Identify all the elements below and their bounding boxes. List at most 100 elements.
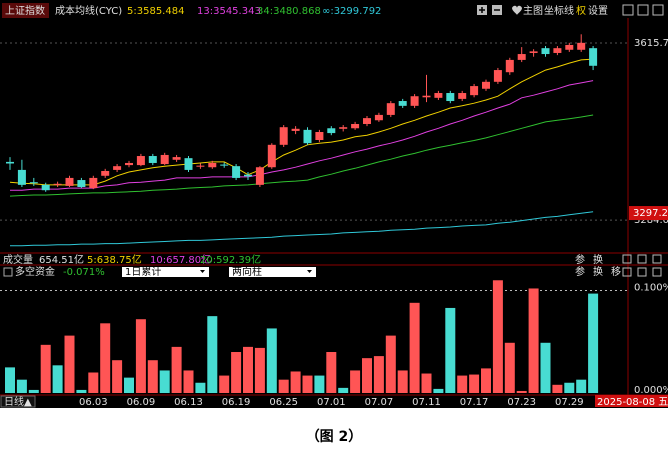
bar bbox=[302, 375, 313, 393]
panel-button[interactable]: 换 bbox=[593, 253, 603, 266]
bar bbox=[588, 293, 599, 393]
x-tick-label: 07.29 bbox=[555, 397, 584, 408]
period-box[interactable] bbox=[0, 395, 36, 408]
candle-body bbox=[303, 129, 312, 144]
bar bbox=[481, 368, 491, 393]
indicator-title: 成本均线(CYC) bbox=[55, 4, 122, 17]
candle-body bbox=[196, 165, 205, 167]
candle-body bbox=[232, 166, 241, 178]
bar bbox=[564, 382, 575, 393]
x-tick-label: 06.13 bbox=[174, 397, 203, 408]
panel-window-buttons bbox=[622, 254, 662, 277]
period-label[interactable]: 日线▲ bbox=[4, 395, 32, 408]
volume-ma: 5:638.75亿 bbox=[87, 253, 142, 266]
bar bbox=[421, 373, 432, 393]
candle-body bbox=[505, 59, 514, 73]
candle-body bbox=[541, 48, 550, 55]
candle-body bbox=[291, 128, 300, 131]
bar bbox=[278, 379, 289, 393]
ma-line bbox=[9, 58, 594, 186]
candle-body bbox=[577, 42, 586, 50]
bar bbox=[231, 352, 242, 393]
bar bbox=[16, 379, 27, 393]
zoom-out[interactable] bbox=[492, 5, 502, 15]
price-marker-box bbox=[629, 206, 668, 221]
panel-button[interactable]: 移 bbox=[611, 265, 621, 278]
bar bbox=[504, 342, 515, 393]
candle-body bbox=[589, 48, 598, 66]
bar bbox=[159, 370, 170, 393]
bar bbox=[52, 365, 63, 393]
fund-value: -0.071% bbox=[63, 267, 105, 278]
candle-body bbox=[386, 103, 395, 115]
panel-button[interactable]: 换 bbox=[593, 265, 603, 278]
candle-body bbox=[220, 164, 229, 166]
x-tick-label: 07.07 bbox=[365, 397, 394, 408]
legend-entry: 5:3585.484 bbox=[127, 6, 184, 17]
symbol[interactable]: 上证指数 bbox=[5, 4, 45, 17]
favorite[interactable] bbox=[512, 5, 522, 15]
x-tick-label: 07.11 bbox=[412, 397, 441, 408]
candle-body bbox=[363, 118, 371, 124]
bar bbox=[135, 319, 146, 393]
toolbar-button[interactable]: 坐标线 bbox=[544, 4, 574, 17]
volume-value: 654.51亿 bbox=[39, 253, 84, 266]
toolbar-button[interactable]: 权 bbox=[576, 4, 586, 17]
dropdown[interactable] bbox=[229, 267, 316, 277]
x-tick-label: 06.09 bbox=[127, 397, 156, 408]
candle-body bbox=[89, 177, 98, 189]
panel-button[interactable]: 参 bbox=[575, 265, 585, 278]
bar bbox=[207, 316, 218, 393]
dropdown-text[interactable]: 两向柱 bbox=[232, 265, 262, 278]
bar bbox=[219, 375, 230, 393]
bar bbox=[362, 358, 372, 393]
legend-entry: ∞:3299.792 bbox=[322, 6, 381, 17]
x-tick-label: 07.23 bbox=[507, 397, 536, 408]
bar bbox=[112, 360, 123, 393]
legend-entry: 13:3545.343 bbox=[197, 6, 261, 17]
bar bbox=[576, 379, 587, 393]
bar bbox=[338, 387, 349, 393]
panel-button[interactable]: 参 bbox=[575, 253, 585, 266]
bar bbox=[147, 360, 158, 393]
bar bbox=[266, 328, 277, 393]
candle-body bbox=[482, 81, 490, 89]
x-tick-label: 07.01 bbox=[317, 397, 346, 408]
candle-body bbox=[374, 114, 383, 121]
candle-body bbox=[565, 44, 574, 50]
y-tick-label: 3615.7 bbox=[634, 38, 668, 49]
toolbar-button[interactable]: 主图 bbox=[523, 5, 543, 17]
bar bbox=[397, 370, 408, 393]
bar bbox=[195, 382, 206, 393]
ma-line bbox=[9, 114, 594, 197]
candle-body bbox=[208, 162, 217, 168]
bar bbox=[492, 280, 503, 393]
bar bbox=[433, 388, 444, 393]
bar bbox=[88, 372, 99, 393]
candle-body bbox=[255, 167, 264, 185]
bar bbox=[373, 356, 384, 393]
toolbar-button[interactable]: 设置 bbox=[588, 5, 608, 17]
price-marker-label: 3297.2 bbox=[633, 208, 668, 219]
bar bbox=[445, 307, 456, 393]
bar bbox=[40, 344, 51, 393]
candle-body bbox=[398, 101, 407, 106]
dropdown[interactable] bbox=[122, 267, 209, 277]
bar bbox=[171, 346, 182, 393]
symbol-box[interactable] bbox=[2, 3, 49, 18]
bar bbox=[100, 323, 111, 393]
volume-ma: 20:592.39亿 bbox=[200, 253, 261, 266]
candle-body bbox=[172, 157, 181, 160]
zoom-in[interactable] bbox=[477, 5, 487, 15]
bar bbox=[5, 367, 15, 393]
panel-icon[interactable] bbox=[3, 267, 13, 277]
bar bbox=[124, 377, 134, 393]
candle-body bbox=[434, 93, 443, 98]
legend-entry: 34:3480.868 bbox=[257, 6, 321, 17]
ma-line bbox=[10, 211, 594, 247]
dropdown-text[interactable]: 1日累计 bbox=[125, 265, 161, 278]
volume-ma: 10:657.80亿 bbox=[150, 253, 211, 266]
fund-label: 多空资金 bbox=[15, 265, 55, 278]
